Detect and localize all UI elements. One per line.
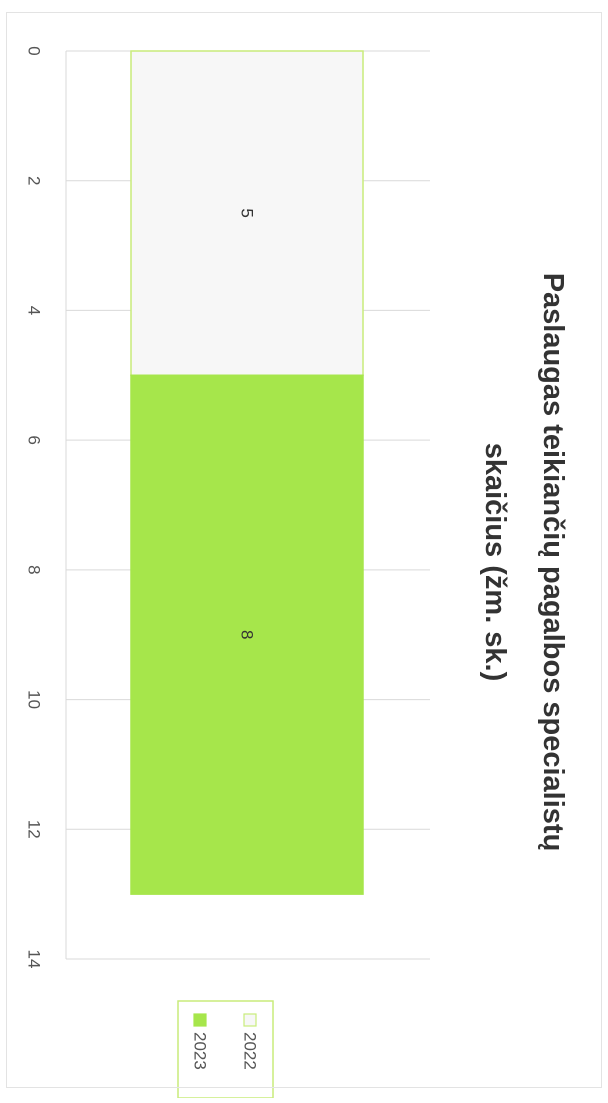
tick-label-4: 4 [25, 306, 44, 315]
tick-label-6: 6 [25, 435, 44, 444]
legend-swatch-2023 [193, 1013, 207, 1027]
data-labels: 58 [238, 208, 257, 639]
bar-2023 [130, 374, 364, 895]
bar-2022 [130, 50, 364, 377]
tick-label-10: 10 [25, 690, 44, 709]
chart-frame [6, 12, 602, 1088]
data-label-2022: 5 [238, 208, 257, 217]
tick-label-12: 12 [25, 820, 44, 839]
legend-swatch-2022 [243, 1013, 257, 1027]
chart-title-line-1: Paslaugas teikiančių pagalbos specialist… [537, 273, 569, 852]
tick-label-8: 8 [25, 565, 44, 574]
chart-title: Paslaugas teikiančių pagalbos specialist… [479, 273, 569, 852]
legend: 2022 2023 [177, 1000, 274, 1099]
legend-label-2022: 2022 [241, 1032, 260, 1070]
legend-label-2023: 2023 [191, 1032, 210, 1070]
tick-labels: 0 2 4 6 8 10 12 14 [25, 46, 44, 968]
data-label-2023: 8 [238, 630, 257, 639]
bars [130, 50, 364, 895]
chart-title-line-2: skaičius (žm. sk.) [479, 443, 511, 682]
tick-label-0: 0 [25, 46, 44, 55]
tick-label-2: 2 [25, 176, 44, 185]
tick-label-14: 14 [25, 950, 44, 969]
